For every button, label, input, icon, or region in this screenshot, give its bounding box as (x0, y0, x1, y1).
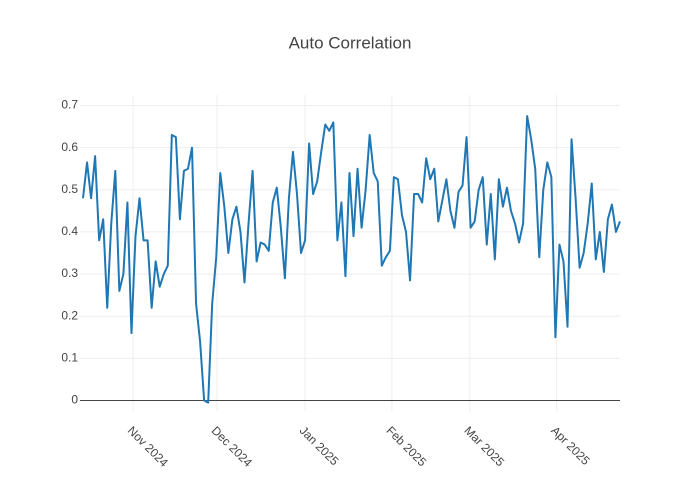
chart-title: Auto Correlation (289, 33, 412, 52)
y-tick-label: 0.4 (61, 224, 78, 238)
y-tick-label: 0.1 (61, 351, 78, 365)
y-tick-label: 0 (71, 393, 78, 407)
y-tick-label: 0.2 (61, 308, 78, 322)
y-tick-label: 0.3 (61, 266, 78, 280)
data-line (82, 115, 621, 404)
y-tick-label: 0.6 (61, 140, 78, 154)
y-tick-label: 0.7 (61, 98, 78, 112)
y-tick-label: 0.5 (61, 182, 78, 196)
